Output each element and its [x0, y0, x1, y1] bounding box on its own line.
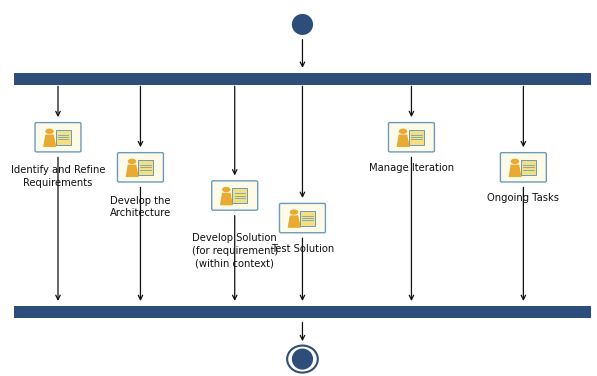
- FancyBboxPatch shape: [212, 181, 258, 210]
- Ellipse shape: [287, 346, 318, 373]
- Text: Develop the
Architecture: Develop the Architecture: [110, 196, 171, 218]
- Polygon shape: [509, 165, 522, 177]
- FancyBboxPatch shape: [138, 160, 153, 175]
- Text: Develop Solution
(for requirement)
(within context): Develop Solution (for requirement) (with…: [192, 233, 278, 269]
- Ellipse shape: [292, 349, 313, 370]
- Text: Ongoing Tasks: Ongoing Tasks: [487, 193, 559, 203]
- Polygon shape: [288, 215, 301, 228]
- FancyBboxPatch shape: [118, 153, 164, 182]
- FancyBboxPatch shape: [409, 130, 424, 145]
- Text: Manage Iteration: Manage Iteration: [369, 163, 454, 173]
- FancyBboxPatch shape: [14, 306, 591, 318]
- FancyBboxPatch shape: [279, 203, 325, 233]
- Ellipse shape: [510, 159, 519, 164]
- FancyBboxPatch shape: [56, 130, 70, 145]
- Ellipse shape: [290, 209, 298, 215]
- Polygon shape: [396, 135, 410, 147]
- FancyBboxPatch shape: [521, 160, 536, 175]
- Ellipse shape: [292, 14, 313, 35]
- FancyBboxPatch shape: [389, 123, 435, 152]
- Polygon shape: [43, 135, 56, 147]
- FancyBboxPatch shape: [14, 73, 591, 85]
- Polygon shape: [220, 193, 233, 205]
- FancyBboxPatch shape: [232, 188, 247, 203]
- Ellipse shape: [222, 187, 230, 192]
- Ellipse shape: [128, 159, 136, 164]
- Ellipse shape: [45, 129, 54, 134]
- FancyBboxPatch shape: [300, 211, 315, 226]
- Text: Test Solution: Test Solution: [271, 244, 334, 254]
- Ellipse shape: [399, 129, 407, 134]
- Polygon shape: [125, 165, 139, 177]
- FancyBboxPatch shape: [500, 153, 546, 182]
- FancyBboxPatch shape: [35, 123, 81, 152]
- Text: Identify and Refine
Requirements: Identify and Refine Requirements: [11, 165, 105, 188]
